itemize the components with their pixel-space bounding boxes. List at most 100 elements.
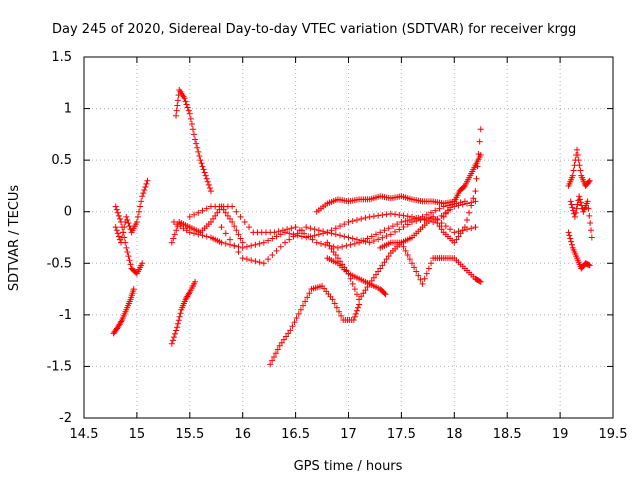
data-point xyxy=(289,323,296,330)
data-point xyxy=(408,219,415,226)
data-point xyxy=(252,241,259,248)
data-point xyxy=(277,231,284,238)
data-point xyxy=(271,229,278,236)
y-tick-label: 1.5 xyxy=(51,50,72,65)
data-point xyxy=(231,223,238,230)
data-point xyxy=(335,308,342,315)
data-point xyxy=(324,229,331,236)
data-point xyxy=(303,224,310,231)
x-tick-label: 19.5 xyxy=(599,427,628,442)
data-point xyxy=(565,229,572,236)
data-point xyxy=(235,243,242,250)
data-point xyxy=(332,231,339,238)
data-point xyxy=(394,221,401,228)
data-point xyxy=(293,314,300,321)
data-point xyxy=(177,223,184,230)
data-point xyxy=(207,219,214,226)
data-point xyxy=(355,304,362,311)
data-point xyxy=(404,252,411,259)
data-point xyxy=(139,193,146,200)
data-point xyxy=(227,215,234,222)
data-point xyxy=(444,207,451,214)
data-point xyxy=(473,175,480,182)
data-point xyxy=(272,350,279,357)
data-point xyxy=(383,211,390,218)
data-point xyxy=(398,219,405,226)
data-point xyxy=(203,175,210,182)
data-point xyxy=(387,231,394,238)
data-point xyxy=(271,353,278,360)
data-point xyxy=(191,230,198,237)
data-point xyxy=(174,324,181,331)
data-point xyxy=(366,213,373,220)
data-point xyxy=(239,239,246,246)
data-point xyxy=(125,220,132,227)
x-tick-label: 15.5 xyxy=(175,427,204,442)
data-point xyxy=(571,213,578,220)
data-point xyxy=(381,259,388,266)
data-point xyxy=(196,153,203,160)
data-point xyxy=(451,239,458,246)
data-point xyxy=(199,207,206,214)
data-point xyxy=(373,271,380,278)
data-point xyxy=(176,313,183,320)
data-point xyxy=(447,204,454,211)
x-tick-label: 19 xyxy=(552,427,569,442)
data-point xyxy=(112,224,119,231)
data-point xyxy=(334,244,341,251)
data-point xyxy=(269,357,276,364)
data-point xyxy=(235,231,242,238)
data-point xyxy=(419,280,426,287)
data-point xyxy=(267,361,274,368)
data-point xyxy=(392,211,399,218)
data-point xyxy=(283,333,290,340)
axis-ticks: 14.5 15 15.5 16 16.5 17 17.5 18 18.5 19 19.5 -2 -1.5… xyxy=(47,50,628,442)
data-point xyxy=(377,265,384,272)
data-point xyxy=(174,320,181,327)
data-point xyxy=(256,259,263,266)
data-point xyxy=(169,337,176,344)
data-point xyxy=(192,278,199,285)
data-point xyxy=(143,180,150,187)
data-point xyxy=(116,215,123,222)
data-point xyxy=(568,241,575,248)
data-point xyxy=(125,253,132,260)
data-point xyxy=(195,148,202,155)
data-point xyxy=(415,272,422,279)
data-point xyxy=(304,294,311,301)
x-tick-label: 14.5 xyxy=(70,427,99,442)
data-point xyxy=(199,163,206,170)
data-point xyxy=(140,190,147,197)
data-point xyxy=(330,248,337,255)
data-point xyxy=(375,236,382,243)
data-point xyxy=(275,228,282,235)
data-point xyxy=(136,208,143,215)
data-point xyxy=(400,243,407,250)
data-point xyxy=(337,223,344,230)
data-point xyxy=(326,242,333,249)
data-point xyxy=(461,198,468,205)
data-point xyxy=(173,327,180,334)
data-point xyxy=(428,260,435,267)
data-point xyxy=(298,227,305,234)
data-point xyxy=(332,225,339,232)
data-point xyxy=(373,231,380,238)
data-point xyxy=(400,223,407,230)
data-point xyxy=(442,223,449,230)
data-point xyxy=(423,270,430,277)
data-point xyxy=(187,115,194,122)
y-tick-label: -2 xyxy=(59,411,72,426)
data-point xyxy=(343,242,350,249)
data-point xyxy=(404,213,411,220)
data-point xyxy=(398,239,405,246)
data-point xyxy=(174,221,181,228)
data-point xyxy=(353,291,360,298)
data-point xyxy=(112,203,119,210)
data-point xyxy=(248,257,255,264)
data-point xyxy=(421,215,428,222)
data-point xyxy=(142,183,149,190)
data-point xyxy=(417,276,424,283)
data-point xyxy=(204,178,211,185)
data-point xyxy=(174,97,181,104)
data-point xyxy=(205,181,212,188)
